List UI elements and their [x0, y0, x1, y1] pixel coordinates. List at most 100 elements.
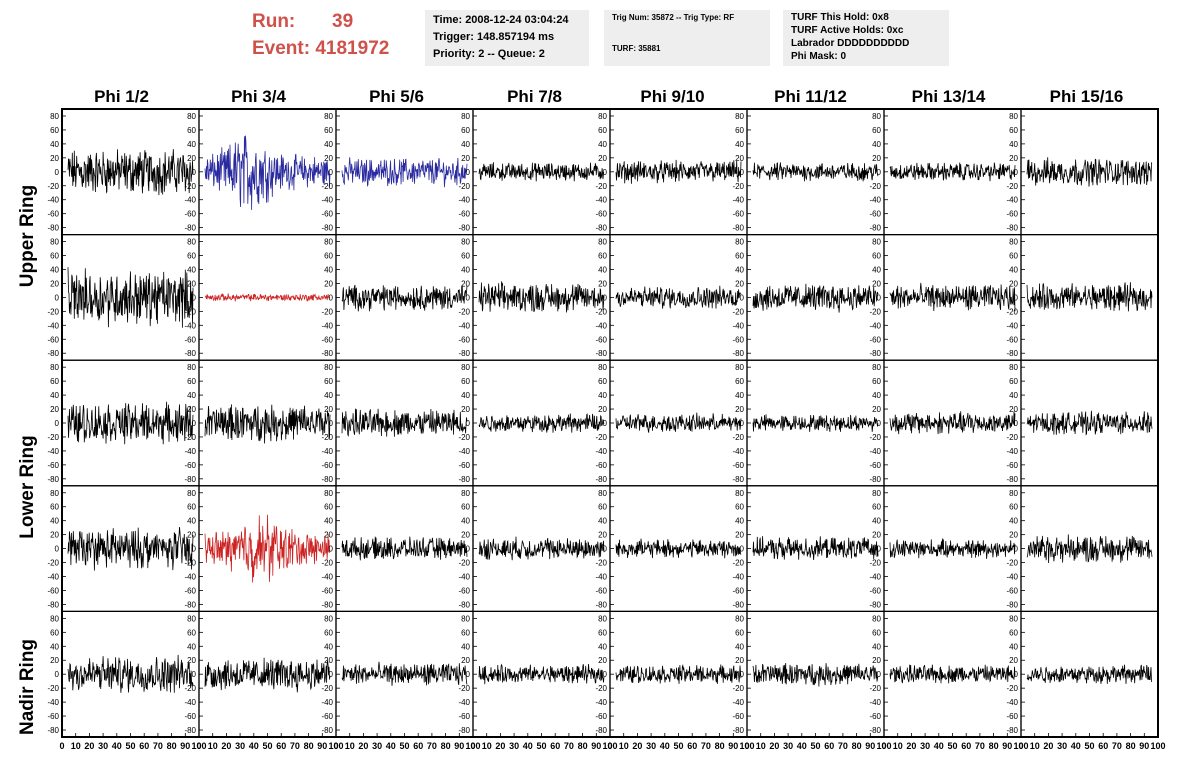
y-tick-label: -60	[458, 335, 470, 344]
y-tick-label: -60	[732, 586, 744, 595]
trigger-info-box: Time: 2008-12-24 03:04:24 Trigger: 148.8…	[425, 10, 589, 66]
y-tick-label: -80	[1006, 726, 1018, 735]
y-tick-label: -40	[47, 447, 59, 456]
y-tick-label: 40	[324, 517, 333, 526]
y-tick-label: -20	[458, 433, 470, 442]
y-tick-label: 0	[740, 670, 745, 679]
y-tick-label: 80	[598, 614, 607, 623]
x-tick-label: 100	[191, 741, 206, 751]
y-tick-label: -20	[1006, 559, 1018, 568]
y-tick-label: -80	[458, 349, 470, 358]
y-tick-label: 60	[187, 377, 196, 386]
x-tick-label: 30	[1057, 741, 1067, 751]
x-tick-label: 80	[1126, 741, 1136, 751]
y-tick-label: 60	[1009, 252, 1018, 261]
y-tick-label: -80	[184, 726, 196, 735]
waveform-trace	[478, 663, 605, 685]
y-tick-label: -80	[184, 475, 196, 484]
waveform-trace	[889, 282, 1016, 312]
y-tick-label: -20	[595, 182, 607, 191]
y-tick-label: 0	[1014, 419, 1019, 428]
y-tick-label: 0	[603, 293, 608, 302]
x-tick-label: 90	[454, 741, 464, 751]
y-tick-label: 80	[598, 238, 607, 247]
y-tick-label: -40	[47, 321, 59, 330]
y-tick-label: -80	[869, 600, 881, 609]
y-tick-label: 20	[50, 279, 59, 288]
y-tick-label: -20	[1006, 182, 1018, 191]
x-tick-label: 0	[744, 741, 749, 751]
y-tick-label: 60	[50, 377, 59, 386]
y-tick-label: 20	[598, 405, 607, 414]
y-tick-label: 20	[735, 656, 744, 665]
y-tick-label: -40	[595, 698, 607, 707]
y-tick-label: -80	[732, 224, 744, 233]
y-tick-label: 80	[461, 238, 470, 247]
y-tick-label: 20	[50, 656, 59, 665]
y-tick-label: 20	[1009, 405, 1018, 414]
phi-header-9-10: Phi 9/10	[640, 87, 705, 106]
turf-active-text: TURF Active Holds: 0xc	[791, 25, 904, 36]
y-tick-label: -20	[321, 433, 333, 442]
y-tick-label: -80	[321, 224, 333, 233]
y-tick-label: 40	[50, 140, 59, 149]
y-tick-label: -60	[732, 461, 744, 470]
x-tick-label: 60	[824, 741, 834, 751]
y-tick-label: 20	[461, 656, 470, 665]
y-tick-label: -60	[732, 210, 744, 219]
y-tick-label: 0	[192, 168, 197, 177]
y-tick-label: 40	[1009, 642, 1018, 651]
y-tick-label: -20	[1006, 307, 1018, 316]
y-tick-label: 20	[187, 154, 196, 163]
y-tick-label: -20	[184, 433, 196, 442]
y-tick-label: -80	[1006, 349, 1018, 358]
y-tick-label: 20	[735, 279, 744, 288]
y-tick-label: -20	[732, 559, 744, 568]
y-tick-label: 80	[324, 614, 333, 623]
x-tick-label: 50	[399, 741, 409, 751]
y-tick-label: 80	[187, 112, 196, 121]
y-tick-label: 20	[324, 405, 333, 414]
y-tick-label: -80	[1006, 475, 1018, 484]
y-tick-label: -80	[595, 475, 607, 484]
y-tick-label: -80	[321, 475, 333, 484]
x-tick-label: 60	[276, 741, 286, 751]
y-tick-label: 20	[598, 531, 607, 540]
y-tick-label: -60	[732, 335, 744, 344]
waveform-trace	[889, 411, 1016, 435]
x-tick-label: 20	[1043, 741, 1053, 751]
y-tick-label: 20	[324, 656, 333, 665]
y-tick-label: 40	[735, 140, 744, 149]
y-tick-label: 60	[1009, 377, 1018, 386]
y-tick-label: -80	[732, 349, 744, 358]
priority-text: Priority: 2 -- Queue: 2	[433, 48, 545, 60]
y-tick-label: -40	[732, 321, 744, 330]
y-tick-label: -20	[458, 307, 470, 316]
y-tick-label: -80	[321, 726, 333, 735]
y-tick-label: 40	[872, 391, 881, 400]
x-tick-label: 100	[328, 741, 343, 751]
x-tick-label: 20	[358, 741, 368, 751]
y-tick-label: -20	[869, 433, 881, 442]
y-tick-label: 40	[735, 265, 744, 274]
y-tick-label: -20	[869, 307, 881, 316]
waveform-trace	[889, 664, 1016, 684]
y-tick-label: -60	[184, 335, 196, 344]
y-tick-label: 40	[598, 517, 607, 526]
y-tick-label: 20	[598, 154, 607, 163]
waveform-trace	[478, 281, 605, 313]
y-tick-label: -20	[47, 684, 59, 693]
waveform-trace	[478, 413, 605, 433]
y-tick-label: -20	[595, 307, 607, 316]
x-tick-label: 70	[427, 741, 437, 751]
x-tick-label: 40	[797, 741, 807, 751]
waveform-trace	[615, 285, 742, 309]
y-tick-label: -40	[869, 573, 881, 582]
y-tick-label: 60	[735, 252, 744, 261]
y-tick-label: -40	[458, 447, 470, 456]
y-tick-label: -60	[47, 210, 59, 219]
y-tick-label: -60	[595, 210, 607, 219]
run-event-panel: Run: 39 Event: 4181972	[252, 8, 422, 62]
y-tick-label: -80	[458, 224, 470, 233]
